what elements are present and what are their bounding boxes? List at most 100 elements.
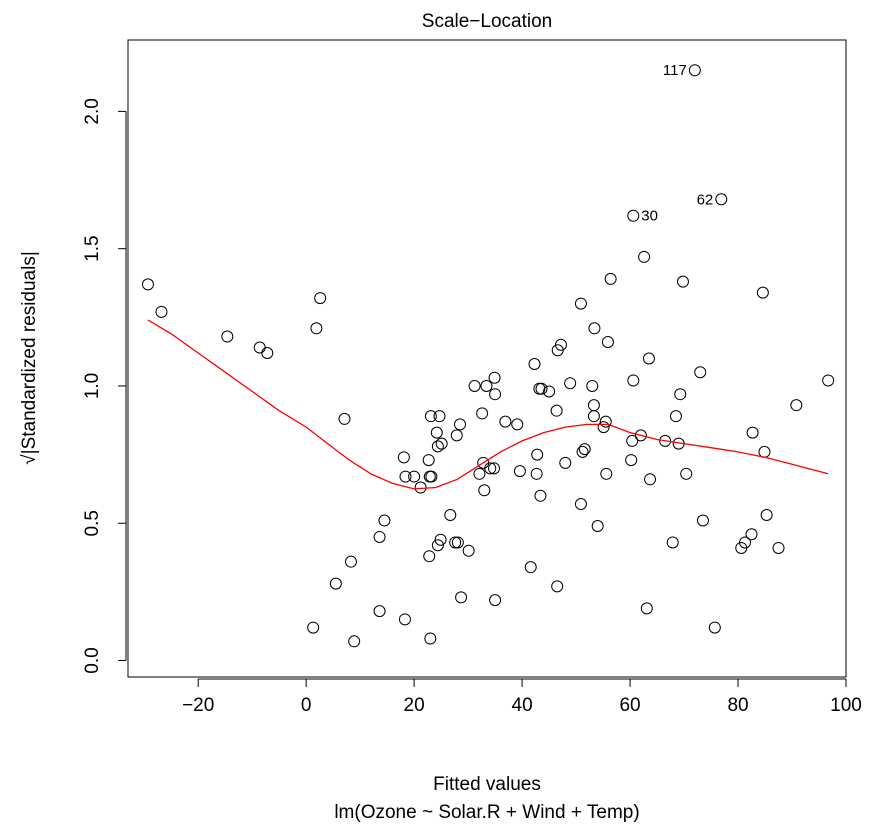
- data-point: [694, 366, 707, 379]
- data-point: [422, 454, 435, 467]
- data-point: [760, 509, 773, 522]
- point-annotation: 117: [663, 62, 687, 79]
- data-point: [530, 467, 543, 480]
- data-point: [141, 278, 154, 291]
- point-annotation: 30: [641, 208, 658, 225]
- data-point: [597, 421, 610, 434]
- data-point: [715, 193, 728, 206]
- data-point: [373, 530, 386, 543]
- data-point: [790, 399, 803, 412]
- chart-subtitle: lm(Ozone ~ Solar.R + Wind + Temp): [334, 802, 639, 823]
- data-point: [478, 484, 491, 497]
- data-point: [659, 434, 672, 447]
- smooth-line: [147, 319, 829, 490]
- data-point: [625, 454, 638, 467]
- data-point: [489, 388, 502, 401]
- data-point: [564, 377, 577, 390]
- data-point: [373, 605, 386, 618]
- data-point: [484, 462, 497, 475]
- data-point: [680, 467, 693, 480]
- data-point: [528, 357, 541, 370]
- data-point: [627, 209, 640, 222]
- data-point: [642, 352, 655, 365]
- data-point: [513, 465, 526, 478]
- data-point: [601, 336, 614, 349]
- data-point: [444, 509, 457, 522]
- data-point: [430, 426, 443, 439]
- data-point: [348, 635, 361, 648]
- data-point: [634, 429, 647, 442]
- data-point: [626, 434, 639, 447]
- data-point: [378, 514, 391, 527]
- y-axis-label: √|Standardized residuals|: [19, 251, 40, 465]
- data-point: [338, 412, 351, 425]
- data-point: [431, 539, 444, 552]
- data-point: [586, 379, 599, 392]
- data-point: [424, 410, 437, 423]
- data-point: [423, 550, 436, 563]
- data-point: [314, 292, 327, 305]
- x-tick-label: 100: [830, 695, 862, 716]
- data-point: [455, 591, 468, 604]
- chart-title: Scale−Location: [422, 11, 552, 32]
- data-point: [696, 514, 709, 527]
- smooth-layer: [147, 319, 829, 490]
- plot-frame: [127, 39, 847, 678]
- data-point: [488, 462, 501, 475]
- data-point: [433, 410, 446, 423]
- data-point: [408, 470, 421, 483]
- data-point: [543, 385, 556, 398]
- data-point: [435, 437, 448, 450]
- data-point: [644, 473, 657, 486]
- data-point: [398, 613, 411, 626]
- data-point: [329, 577, 342, 590]
- data-point: [554, 338, 567, 351]
- data-point: [746, 426, 759, 439]
- data-point: [531, 448, 544, 461]
- data-point: [424, 632, 437, 645]
- y-tick-label: 2.0: [82, 98, 103, 124]
- data-point: [155, 305, 168, 318]
- y-tick-label: 0.0: [82, 647, 103, 673]
- data-point: [550, 404, 563, 417]
- data-point: [524, 561, 537, 574]
- data-point: [756, 286, 769, 299]
- data-point: [499, 415, 512, 428]
- data-point: [534, 489, 547, 502]
- data-point: [640, 602, 653, 615]
- data-point: [454, 418, 467, 431]
- data-point: [450, 429, 463, 442]
- x-tick-label: 80: [727, 695, 748, 716]
- data-point: [822, 374, 835, 387]
- data-point: [600, 467, 613, 480]
- data-point: [604, 272, 617, 285]
- y-tick-label: 1.5: [82, 235, 103, 261]
- data-point: [674, 388, 687, 401]
- data-point: [576, 445, 589, 458]
- data-point: [688, 64, 701, 77]
- data-point: [221, 330, 234, 343]
- data-point: [739, 536, 752, 549]
- point-annotation: 62: [697, 191, 714, 208]
- data-point: [488, 371, 501, 384]
- data-point: [399, 470, 412, 483]
- data-point: [310, 322, 323, 335]
- data-point: [559, 456, 572, 469]
- y-tick-label: 1.0: [82, 373, 103, 399]
- data-point: [638, 250, 651, 263]
- data-point: [745, 528, 758, 541]
- annotations-layer: 117 30 62: [641, 62, 713, 225]
- data-point: [434, 533, 447, 546]
- data-point: [449, 536, 462, 549]
- data-point: [551, 580, 564, 593]
- data-point: [511, 418, 524, 431]
- data-point: [591, 519, 604, 532]
- data-point: [587, 410, 600, 423]
- data-point: [588, 322, 601, 335]
- x-tick-label: −20: [182, 695, 214, 716]
- data-point: [468, 379, 481, 392]
- data-point: [574, 498, 587, 511]
- data-point: [462, 544, 475, 557]
